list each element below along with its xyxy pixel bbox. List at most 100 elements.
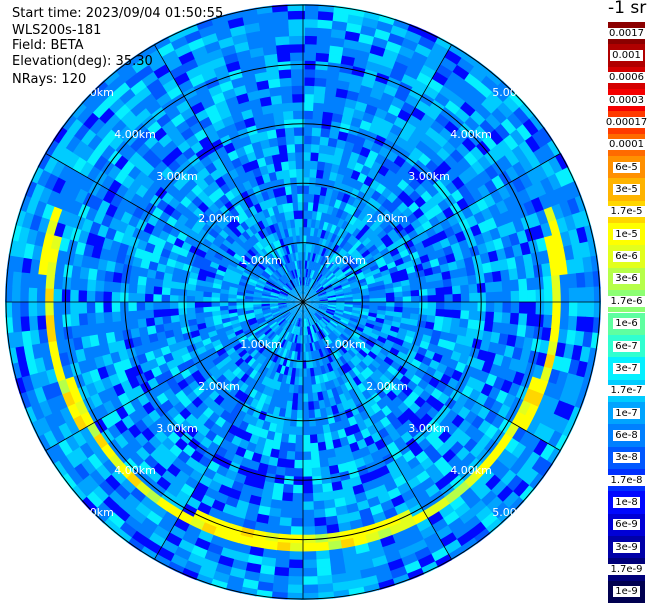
heatmap-cell [136,309,146,320]
heatmap-cell [519,241,532,257]
heatmap-cell [327,261,335,270]
heatmap-cell [384,282,394,290]
heatmap-cell [593,286,601,305]
heatmap-cell [330,28,348,40]
heatmap-cell [542,275,553,292]
heatmap-cell [335,138,348,150]
heatmap-cell [340,279,350,286]
heatmap-cell [524,265,536,281]
heatmap-cell [531,90,551,110]
heatmap-cell [595,348,601,369]
heatmap-cell [386,302,396,308]
heatmap-cell [335,293,345,297]
heatmap-cell [325,286,334,292]
heatmap-cell [559,274,570,291]
heatmap-cell [236,594,257,600]
heatmap-cell [0,234,3,254]
heatmap-cell [532,180,548,199]
heatmap-cell [402,290,412,298]
heatmap-cell [482,541,503,560]
heatmap-cell [334,289,344,294]
heatmap-cell [332,104,346,116]
heatmap-cell [321,279,330,287]
range-ring-label: 3.00km [408,170,450,183]
field-label: Field: BETA [12,38,84,53]
range-ring-label: 5.00km [492,506,534,519]
heatmap-cell [303,201,309,211]
heatmap-cell [468,310,478,322]
heatmap-cell [557,260,569,277]
heatmap-cell [469,66,489,84]
heatmap-cell [371,267,382,276]
heatmap-cell [314,77,329,88]
heatmap-cell [441,270,452,281]
heatmap-cell [569,143,587,165]
heatmap-cell [303,226,308,236]
heatmap-cell [103,310,113,323]
heatmap-cell [301,559,317,569]
heatmap-cell [321,257,329,267]
heatmap-cell [315,285,324,293]
heatmap-cell [443,309,454,319]
heatmap-cell [306,260,310,270]
heatmap-cell [440,568,462,586]
heatmap-cell [361,236,372,247]
heatmap-cell [442,278,453,289]
heatmap-cell [576,427,593,448]
heatmap-cell [511,145,528,164]
heatmap-cell [584,173,600,194]
heatmap-cell [303,101,315,112]
heatmap-cell [329,128,341,140]
heatmap-cell [303,284,305,294]
range-ring-label: 2.00km [198,212,240,225]
heatmap-cell [303,293,306,302]
heatmap-cell [7,171,23,192]
colorbar-level-label: 0.00017 [603,117,647,129]
colorbar-level: 0.001 [608,44,645,67]
elevation-label: Elevation(deg): 35.30 [12,54,153,69]
heatmap-cell [494,291,504,304]
heatmap-cell [303,184,310,195]
heatmap-cell [306,268,311,278]
heatmap-cell [565,259,577,276]
heatmap-cell [288,26,305,37]
heatmap-cell [582,256,594,275]
heatmap-cell [385,40,404,55]
heatmap-cell [285,601,303,607]
heatmap-cell [563,244,575,263]
heatmap-cell [5,251,8,271]
heatmap-cell [44,313,55,329]
heatmap-cell [310,475,323,486]
heatmap-cell [348,224,358,236]
heatmap-cell [576,302,587,319]
heatmap-cell [323,230,331,241]
heatmap-cell [142,567,164,585]
heatmap-cell [86,311,97,325]
heatmap-cell [360,264,371,273]
heatmap-cell [319,276,328,285]
heatmap-cell [560,288,570,304]
heatmap-cell [571,243,584,261]
heatmap-cell [336,297,346,301]
heatmap-cell [340,220,350,231]
heatmap-cell [69,288,79,302]
range-ring-label: 1.00km [324,338,366,351]
heatmap-cell [427,308,437,317]
heatmap-cell [555,246,567,264]
heatmap-cell [333,284,343,291]
heatmap-cell [77,518,98,538]
heatmap-cell [440,56,459,73]
heatmap-cell [380,91,396,106]
heatmap-cell [6,410,22,431]
heatmap-cell [318,4,338,5]
heatmap-cell [314,68,329,79]
heatmap-cell [119,309,130,322]
heatmap-cell [399,273,410,282]
heatmap-cell [306,277,310,286]
heatmap-cell [459,275,470,287]
heatmap-cell [538,125,556,146]
colorbar-level-label: 0.0017 [607,27,646,39]
heatmap-cell [528,212,542,230]
heatmap-cell [325,259,333,269]
heatmap-cell [409,283,420,292]
